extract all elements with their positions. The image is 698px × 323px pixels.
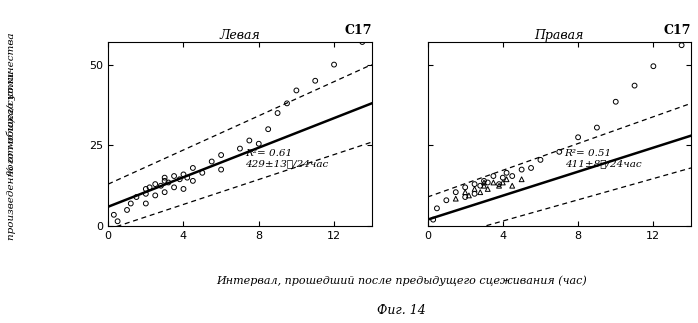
Title: Левая: Левая	[220, 29, 260, 42]
Point	[159, 178, 170, 183]
Point	[149, 193, 161, 198]
Point	[488, 173, 499, 179]
Point	[108, 212, 119, 217]
Point	[488, 180, 499, 185]
Text: произведенного молока/сутки: произведенного молока/сутки	[7, 70, 16, 240]
Point	[469, 191, 480, 196]
Point	[431, 206, 443, 211]
Point	[125, 201, 136, 206]
Point	[469, 186, 480, 192]
Point	[478, 183, 489, 188]
Point	[535, 157, 546, 162]
Point	[235, 146, 246, 151]
Text: Фиг. 14: Фиг. 14	[377, 304, 426, 317]
Point	[610, 99, 621, 104]
Point	[440, 198, 452, 203]
Point	[272, 110, 283, 116]
Text: R²= 0.61
429±13ℓ/24час: R²= 0.61 429±13ℓ/24час	[245, 149, 329, 168]
Point	[155, 183, 167, 188]
Point	[131, 194, 142, 200]
Point	[144, 185, 155, 190]
Point	[187, 165, 198, 171]
Point	[187, 178, 198, 183]
Point	[478, 180, 489, 185]
Point	[591, 125, 602, 130]
Point	[291, 88, 302, 93]
Text: C17: C17	[344, 25, 371, 37]
Point	[163, 180, 174, 185]
Point	[310, 78, 321, 83]
Point	[140, 201, 151, 206]
Point	[475, 190, 486, 195]
Point	[216, 152, 227, 158]
Point	[244, 138, 255, 143]
Point	[329, 62, 340, 67]
Point	[482, 180, 493, 185]
Point	[516, 167, 527, 172]
Point	[526, 165, 537, 171]
Point	[648, 64, 659, 69]
Text: C17: C17	[664, 25, 691, 37]
Point	[629, 83, 640, 88]
Point	[501, 170, 512, 175]
Point	[168, 173, 179, 179]
Point	[197, 170, 208, 175]
Point	[459, 190, 470, 195]
Point	[216, 167, 227, 172]
Point	[281, 101, 292, 106]
Text: % от общего количества: % от общего количества	[7, 32, 16, 175]
Point	[140, 191, 151, 196]
Point	[676, 43, 688, 48]
Point	[516, 177, 527, 182]
Point	[493, 183, 505, 188]
Text: R²= 0.51
411±8ℓ/24час: R²= 0.51 411±8ℓ/24час	[565, 149, 641, 168]
Point	[121, 207, 133, 213]
Point	[428, 217, 439, 222]
Point	[159, 175, 170, 180]
Point	[459, 185, 470, 190]
Point	[572, 135, 584, 140]
Point	[459, 194, 470, 200]
Point	[478, 178, 489, 183]
Point	[174, 177, 185, 182]
Point	[168, 185, 179, 190]
Point	[463, 193, 475, 198]
Point	[112, 219, 123, 224]
Point	[140, 186, 151, 192]
Point	[178, 172, 189, 177]
Point	[554, 149, 565, 154]
Point	[475, 183, 486, 188]
Point	[450, 196, 461, 201]
Point	[450, 190, 461, 195]
Point	[507, 183, 518, 188]
Point	[493, 182, 505, 187]
Point	[497, 175, 508, 180]
Point	[181, 175, 193, 180]
Point	[262, 127, 274, 132]
Point	[149, 182, 161, 187]
Title: Правая: Правая	[535, 29, 584, 42]
Point	[357, 39, 368, 45]
Text: Интервал, прошедший после предыдущего сцеживания (час): Интервал, прошедший после предыдущего сц…	[216, 276, 587, 287]
Point	[501, 177, 512, 182]
Point	[206, 159, 217, 164]
Point	[497, 180, 508, 185]
Point	[482, 186, 493, 192]
Point	[253, 141, 265, 146]
Point	[178, 186, 189, 192]
Point	[159, 190, 170, 195]
Point	[507, 173, 518, 179]
Point	[469, 182, 480, 187]
